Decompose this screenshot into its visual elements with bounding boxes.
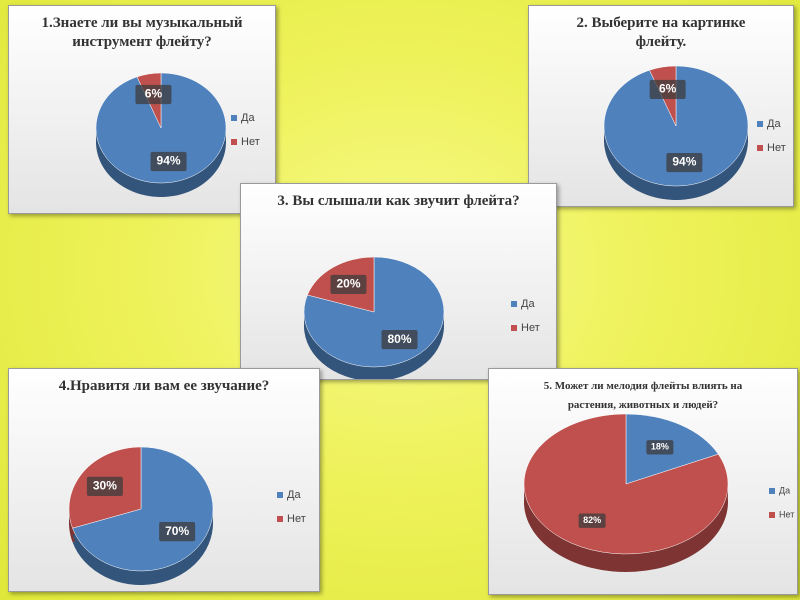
data-label-box bbox=[666, 152, 703, 173]
data-label-box bbox=[330, 274, 367, 295]
data-label-box bbox=[159, 521, 196, 542]
legend-label: Нет bbox=[521, 322, 540, 334]
legend-label: Нет bbox=[287, 513, 306, 525]
pie-slice bbox=[523, 413, 729, 555]
legend-swatch bbox=[277, 492, 283, 498]
legend-swatch bbox=[757, 145, 763, 151]
chart-title: 5. Может ли мелодия флейты влиять на рас… bbox=[543, 380, 743, 411]
legend-swatch bbox=[231, 139, 237, 145]
chart: 94% 6% Да Нет bbox=[95, 72, 260, 197]
chart-title: 3. Вы слышали как звучит флейта? bbox=[277, 193, 520, 209]
data-label-box bbox=[150, 151, 187, 172]
data-label-box bbox=[86, 476, 123, 497]
chart-panel: 2. Выберите на картинке флейту. 94% 6% Да Не… bbox=[528, 5, 794, 207]
legend-label: Да bbox=[521, 298, 535, 310]
data-label: 20% bbox=[336, 277, 360, 291]
data-label: 94% bbox=[672, 155, 696, 169]
chart-panel: 3. Вы слышали как звучит флейта? 80% 20% Да… bbox=[240, 183, 557, 380]
chart: 18% 82% Да Нет bbox=[523, 413, 794, 572]
chart-title: 2. Выберите на картинке флейту. bbox=[576, 15, 746, 50]
data-label: 82% bbox=[583, 515, 601, 525]
chart-panel: 4.Нравитя ли вам ее звучание? 70% 30% Да Нет bbox=[8, 368, 320, 592]
data-label: 6% bbox=[145, 87, 163, 101]
data-label: 30% bbox=[93, 479, 117, 493]
data-label-box bbox=[381, 329, 418, 350]
data-label: 6% bbox=[659, 82, 677, 96]
data-label: 18% bbox=[651, 442, 669, 452]
data-label-box bbox=[135, 84, 172, 105]
legend-label: Да bbox=[241, 112, 255, 124]
legend-swatch bbox=[511, 301, 517, 307]
chart-panel: 1.Знаете ли вы музыкальный инструмент фл… bbox=[8, 5, 276, 214]
legend-label: Да bbox=[287, 489, 301, 501]
legend-swatch bbox=[757, 121, 763, 127]
data-label: 70% bbox=[165, 524, 189, 538]
legend-label: Нет bbox=[241, 136, 260, 148]
chart: 80% 20% Да Нет bbox=[303, 256, 540, 379]
chart-title: 1.Знаете ли вы музыкальный инструмент фл… bbox=[41, 15, 243, 50]
legend-swatch bbox=[231, 115, 237, 121]
legend-swatch bbox=[769, 512, 775, 518]
data-label-box bbox=[578, 513, 606, 528]
data-label-box bbox=[646, 440, 674, 455]
data-label-box bbox=[649, 79, 686, 100]
chart: 94% 6% Да Нет bbox=[603, 65, 786, 201]
data-label: 80% bbox=[387, 332, 411, 346]
legend-swatch bbox=[277, 516, 283, 522]
legend-label: Да bbox=[767, 118, 781, 130]
legend-swatch bbox=[769, 488, 775, 494]
chart-title: 4.Нравитя ли вам ее звучание? bbox=[58, 378, 270, 394]
chart-panel: 5. Может ли мелодия флейты влиять на рас… bbox=[488, 368, 798, 595]
legend-label: Нет bbox=[767, 142, 786, 154]
legend-label: Нет bbox=[779, 509, 794, 519]
legend-label: Да bbox=[779, 485, 790, 495]
chart: 70% 30% Да Нет bbox=[68, 446, 306, 585]
legend-swatch bbox=[511, 325, 517, 331]
data-label: 94% bbox=[157, 154, 181, 168]
